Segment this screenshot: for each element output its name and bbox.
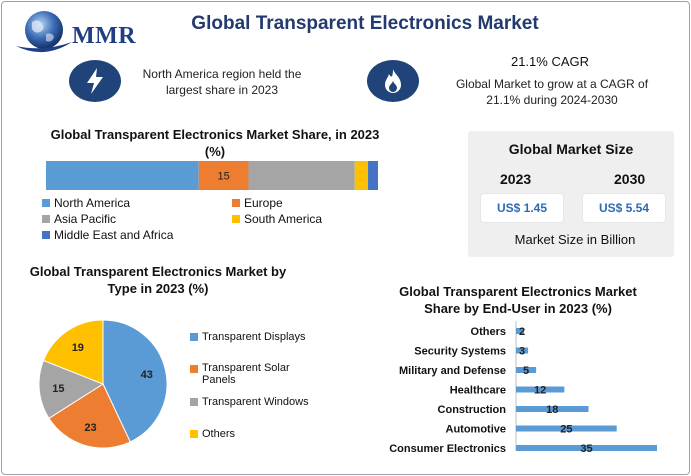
bar-0	[516, 328, 525, 334]
bar-1	[516, 347, 529, 354]
legend-swatch	[190, 333, 198, 341]
bar-3	[516, 386, 565, 393]
year-2023: 2023	[500, 171, 532, 187]
legend-label: North America	[54, 196, 131, 210]
legend-middle-east-africa: Middle East and Africa	[42, 228, 173, 242]
legend-swatch	[42, 231, 50, 239]
legend-label: Transparent Displays	[202, 331, 306, 343]
legend-swatch	[42, 199, 50, 207]
bar-category-label: Automotive	[446, 424, 507, 436]
legend-europe: Europe	[232, 196, 283, 210]
bar-category-label: Military and Defense	[399, 365, 506, 377]
legend-swatch	[190, 430, 198, 438]
stack-segment-4	[368, 161, 378, 190]
bar-category-label: Others	[471, 326, 506, 338]
bar-value-label: 18	[546, 404, 558, 416]
legend-label: Middle East and Africa	[54, 228, 174, 242]
legend-swatch	[190, 365, 198, 373]
bar-value-label: 35	[580, 443, 592, 455]
year-2030: 2030	[614, 171, 646, 187]
legend-label: Asia Pacific	[54, 212, 117, 226]
legend-label: Transparent Solar Panels	[202, 362, 290, 386]
legend-label: South America	[244, 212, 323, 226]
legend-label: Europe	[244, 196, 283, 210]
pie-slice-1	[48, 383, 131, 449]
stack-segment-0	[46, 161, 199, 190]
pie-slice-label: 19	[72, 342, 84, 354]
bar-value-label: 5	[523, 365, 529, 377]
pie-slice-label: 23	[84, 422, 96, 434]
page-title: Global Transparent Electronics Market	[191, 13, 539, 34]
stack-segment-2	[248, 161, 355, 190]
bar-category-label: Construction	[438, 404, 507, 416]
legend-swatch	[190, 398, 198, 406]
globe-icon	[16, 11, 72, 53]
bar-6	[516, 445, 657, 451]
bar-value-label: 2	[519, 326, 525, 338]
pie-slice-2	[38, 359, 105, 419]
bar-value-label: 3	[519, 346, 525, 358]
stack-segment-3	[354, 161, 369, 190]
pie-legend-windows: Transparent Windows	[190, 396, 309, 408]
region-info-text: North America region held the largest sh…	[142, 67, 302, 97]
pie-slice-3	[42, 319, 104, 385]
pie-slice-label: 43	[141, 369, 153, 381]
legend-label: Others	[202, 428, 236, 440]
bar-value-label: 12	[534, 385, 546, 397]
value-2030: US$ 5.54	[583, 194, 665, 222]
legend-swatch	[232, 199, 240, 207]
legend-swatch	[232, 215, 240, 223]
type-chart-title: Global Transparent Electronics Market by…	[29, 264, 287, 296]
legend-label: Transparent Windows	[202, 396, 309, 408]
pie-slice-0	[102, 319, 168, 443]
stack-segment-1	[198, 161, 249, 190]
value-2023: US$ 1.45	[481, 194, 563, 222]
pie-legend-others: Others	[190, 428, 235, 440]
market-size-title: Global Market Size	[508, 141, 634, 157]
cagr-info-text: Global Market to grow at a CAGR of 21.1%…	[455, 77, 649, 107]
lightning-icon	[69, 60, 121, 102]
legend-south-america: South America	[232, 212, 322, 226]
bar-category-label: Healthcare	[450, 385, 506, 397]
pie-slice-label: 15	[52, 383, 64, 395]
pie-legend-displays: Transparent Displays	[190, 331, 306, 343]
market-size-panel: Global Market Size 2023 2030 US$ 1.45 US…	[468, 131, 674, 257]
legend-north-america: North America	[42, 196, 130, 210]
end-user-chart-title: Global Transparent Electronics Market Sh…	[399, 284, 637, 316]
mmr-logo: MMR	[12, 8, 142, 58]
bar-category-label: Consumer Electronics	[389, 443, 506, 455]
legend-swatch	[42, 215, 50, 223]
bar-category-label: Security Systems	[414, 346, 506, 358]
flame-icon	[367, 60, 419, 102]
market-size-unit: Market Size in Billion	[514, 232, 636, 247]
cagr-title: 21.1% CAGR	[510, 54, 590, 69]
bar-value-label: 25	[560, 424, 572, 436]
regional-chart-title: Global Transparent Electronics Market Sh…	[50, 127, 380, 159]
pie-legend-solar: Transparent Solar Panels	[190, 362, 295, 386]
bar-4	[516, 406, 589, 412]
stack-segment-label: 15	[217, 171, 229, 183]
logo-text: MMR	[72, 23, 137, 49]
bar-2	[516, 367, 537, 373]
legend-asia-pacific: Asia Pacific	[42, 212, 116, 226]
bar-5	[516, 425, 617, 432]
